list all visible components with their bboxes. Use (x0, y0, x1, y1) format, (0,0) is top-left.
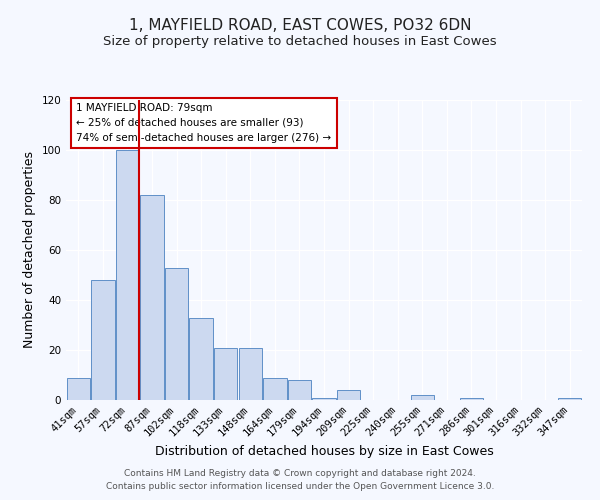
Bar (460, 398, 483, 400)
Text: 1 MAYFIELD ROAD: 79sqm
← 25% of detached houses are smaller (93)
74% of semi-det: 1 MAYFIELD ROAD: 79sqm ← 25% of detached… (76, 103, 331, 142)
Bar (67, 378, 90, 400)
Text: Contains HM Land Registry data © Crown copyright and database right 2024.: Contains HM Land Registry data © Crown c… (124, 468, 476, 477)
Bar (214, 348, 238, 400)
Bar (263, 378, 287, 400)
Bar (288, 380, 311, 400)
Bar (116, 150, 139, 400)
Y-axis label: Number of detached properties: Number of detached properties (23, 152, 36, 348)
X-axis label: Distribution of detached houses by size in East Cowes: Distribution of detached houses by size … (155, 446, 493, 458)
Text: 1, MAYFIELD ROAD, EAST COWES, PO32 6DN: 1, MAYFIELD ROAD, EAST COWES, PO32 6DN (129, 18, 471, 32)
Bar (558, 398, 581, 400)
Text: Size of property relative to detached houses in East Cowes: Size of property relative to detached ho… (103, 35, 497, 48)
Text: Contains public sector information licensed under the Open Government Licence 3.: Contains public sector information licen… (106, 482, 494, 491)
Bar (140, 195, 164, 400)
Bar (337, 390, 360, 400)
Bar (313, 398, 335, 400)
Bar (410, 395, 434, 400)
Bar (190, 318, 213, 400)
Bar (91, 280, 115, 400)
Bar (165, 268, 188, 400)
Bar (239, 348, 262, 400)
